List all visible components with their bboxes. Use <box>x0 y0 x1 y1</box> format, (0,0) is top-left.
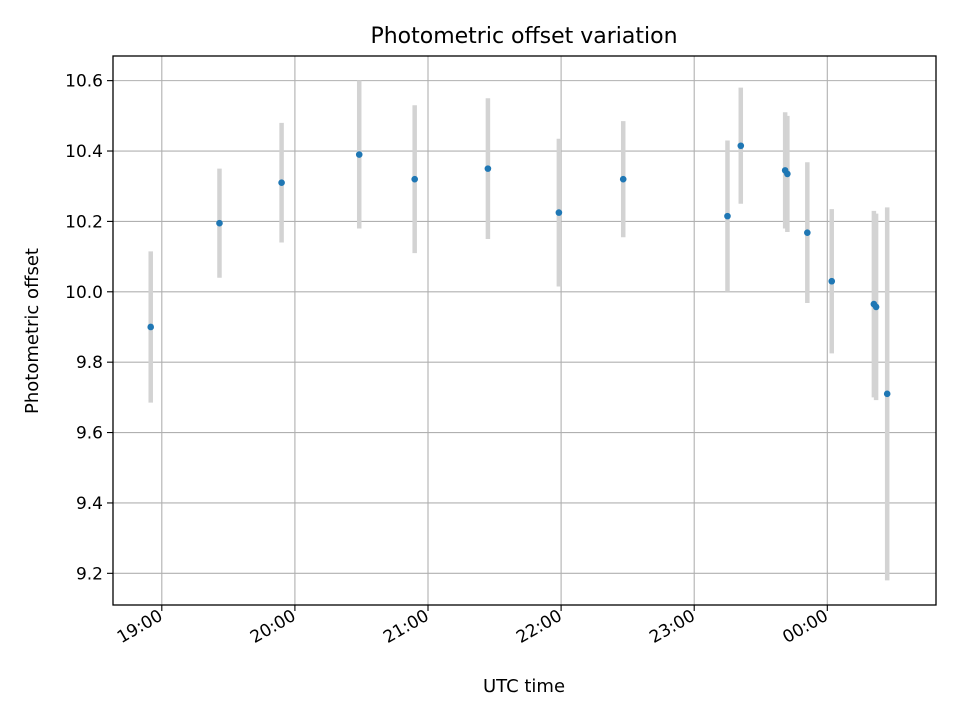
grid-layer <box>113 56 936 605</box>
x-tick-label: 22:00 <box>513 606 565 648</box>
y-tick-label: 9.6 <box>76 424 103 444</box>
y-tick-label: 9.2 <box>76 564 103 584</box>
data-point <box>872 303 880 311</box>
data-point <box>804 229 811 236</box>
x-tick-label: 00:00 <box>779 606 831 648</box>
data-point <box>411 175 418 183</box>
data-point <box>484 165 492 172</box>
x-tick-label: 20:00 <box>247 606 299 648</box>
x-tick-label: 23:00 <box>646 606 698 648</box>
data-point <box>737 142 745 150</box>
data-point <box>147 323 155 331</box>
data-point <box>355 151 363 158</box>
data-point <box>724 212 731 220</box>
x-tick-label: 19:00 <box>114 606 166 648</box>
y-axis-ticks: 9.2 9.4 9.6 9.8 10.0 10.2 10.4 10.6 <box>65 72 113 584</box>
y-tick-label: 9.4 <box>76 494 103 514</box>
y-tick-label: 10.4 <box>65 142 103 162</box>
errorbar-layer <box>148 80 890 581</box>
data-point <box>278 179 285 186</box>
x-axis-label: UTC time <box>483 676 565 697</box>
data-point <box>883 390 891 398</box>
plot-frame <box>112 55 937 606</box>
y-tick-label: 10.6 <box>65 72 103 92</box>
data-point <box>784 170 791 178</box>
point-layer <box>147 142 891 398</box>
chart-title: Photometric offset variation <box>370 24 677 49</box>
y-tick-label: 10.2 <box>65 212 103 232</box>
data-point <box>216 219 223 227</box>
data-point <box>619 175 627 183</box>
y-tick-label: 10.0 <box>65 283 103 303</box>
y-axis-label: Photometric offset <box>22 248 43 414</box>
x-axis-ticks: 19:00 20:00 21:00 22:00 23:00 00:00 <box>114 605 832 648</box>
data-point <box>828 277 836 285</box>
y-tick-label: 9.8 <box>76 353 103 373</box>
x-tick-label: 21:00 <box>380 606 432 648</box>
data-point <box>555 209 563 216</box>
